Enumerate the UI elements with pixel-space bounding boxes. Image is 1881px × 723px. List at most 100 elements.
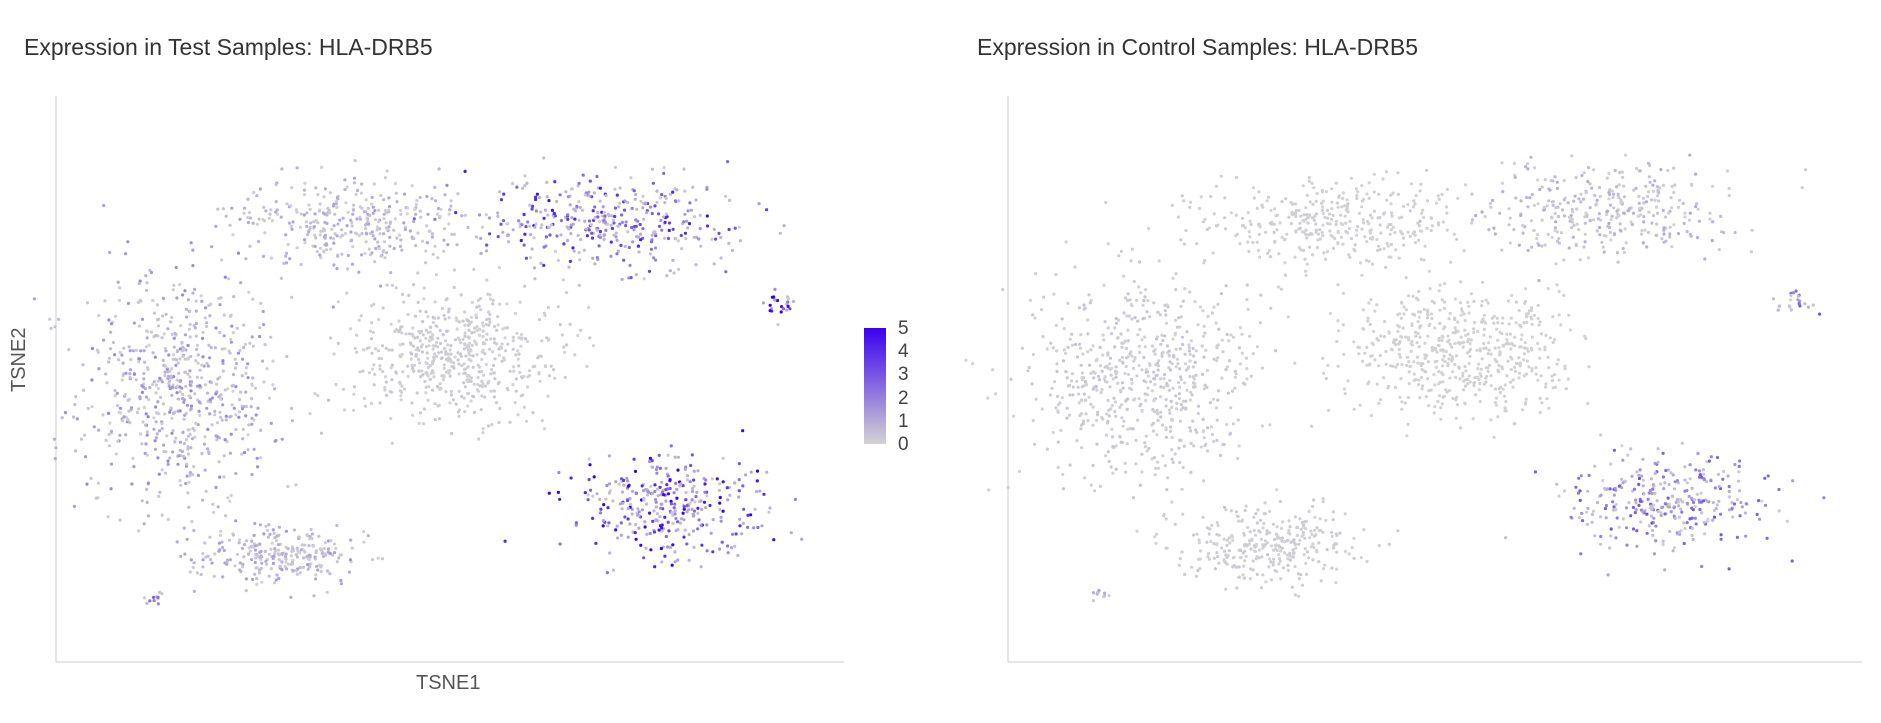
data-point bbox=[1156, 310, 1160, 314]
data-point bbox=[90, 405, 94, 409]
data-point bbox=[721, 480, 725, 484]
data-point bbox=[1089, 402, 1093, 406]
data-point bbox=[1079, 427, 1083, 431]
data-point bbox=[1335, 339, 1339, 344]
data-point bbox=[1178, 385, 1182, 389]
data-point bbox=[573, 217, 577, 221]
data-point bbox=[1233, 386, 1237, 390]
data-point bbox=[1321, 223, 1325, 227]
data-point bbox=[248, 216, 252, 220]
data-point bbox=[1525, 195, 1529, 200]
data-point bbox=[1577, 476, 1581, 480]
data-point bbox=[1690, 486, 1694, 490]
data-point bbox=[1253, 549, 1257, 553]
data-point bbox=[170, 393, 174, 397]
data-point bbox=[394, 191, 398, 195]
data-point bbox=[463, 310, 467, 314]
data-point bbox=[203, 541, 207, 545]
data-point bbox=[1617, 484, 1621, 488]
data-point bbox=[1207, 557, 1211, 561]
data-point bbox=[545, 180, 549, 184]
data-point bbox=[253, 572, 257, 576]
data-point bbox=[378, 227, 382, 231]
data-point bbox=[190, 437, 195, 441]
data-point bbox=[369, 401, 374, 405]
data-point bbox=[1608, 188, 1612, 192]
data-point bbox=[246, 433, 250, 437]
data-point bbox=[314, 573, 318, 577]
data-point bbox=[1167, 349, 1171, 353]
data-point bbox=[1031, 313, 1035, 317]
data-point bbox=[1304, 273, 1308, 277]
data-point bbox=[1212, 305, 1216, 309]
data-point bbox=[1563, 367, 1567, 371]
data-point bbox=[1290, 202, 1294, 206]
data-point bbox=[609, 254, 613, 258]
data-point bbox=[1076, 355, 1080, 359]
data-point bbox=[670, 510, 674, 514]
data-point bbox=[1164, 517, 1168, 521]
data-point bbox=[359, 314, 363, 318]
data-point bbox=[189, 407, 193, 411]
data-point bbox=[1292, 551, 1296, 555]
data-point bbox=[138, 279, 142, 283]
data-point bbox=[1119, 388, 1123, 392]
data-point bbox=[479, 297, 483, 301]
data-point bbox=[1417, 224, 1421, 228]
data-point bbox=[1484, 298, 1488, 302]
data-point bbox=[1553, 220, 1558, 224]
data-point bbox=[246, 197, 250, 201]
data-point bbox=[484, 338, 488, 342]
data-point bbox=[1251, 352, 1255, 356]
data-point bbox=[1119, 403, 1124, 407]
data-point bbox=[370, 558, 375, 562]
data-point bbox=[746, 525, 750, 530]
data-point bbox=[1301, 533, 1305, 537]
data-point bbox=[118, 433, 122, 437]
data-point bbox=[699, 565, 703, 569]
data-point bbox=[1203, 217, 1207, 221]
data-point bbox=[793, 497, 798, 501]
data-point bbox=[448, 208, 452, 212]
data-point bbox=[117, 298, 122, 303]
data-point bbox=[1538, 187, 1542, 192]
data-point bbox=[1152, 397, 1157, 402]
data-point bbox=[622, 208, 627, 212]
data-point bbox=[605, 483, 609, 488]
data-point bbox=[1381, 177, 1385, 181]
data-point bbox=[1260, 424, 1264, 428]
data-point bbox=[196, 423, 200, 427]
data-point bbox=[1179, 238, 1183, 242]
data-point bbox=[1599, 218, 1603, 222]
data-point bbox=[291, 220, 295, 224]
data-point bbox=[479, 308, 483, 312]
data-point bbox=[414, 348, 418, 352]
data-point bbox=[137, 281, 141, 286]
data-point bbox=[233, 366, 237, 370]
data-point bbox=[1415, 341, 1419, 345]
data-point bbox=[1241, 224, 1245, 228]
data-point bbox=[383, 375, 388, 379]
data-point bbox=[1448, 353, 1452, 357]
data-point bbox=[1401, 204, 1406, 208]
data-point bbox=[1290, 585, 1294, 589]
data-point bbox=[314, 236, 318, 240]
data-point bbox=[249, 396, 253, 401]
data-point bbox=[472, 394, 476, 399]
data-point bbox=[157, 412, 161, 416]
data-point bbox=[1277, 557, 1281, 561]
data-point bbox=[1184, 399, 1188, 403]
data-point bbox=[426, 331, 430, 335]
data-point bbox=[1617, 214, 1621, 218]
data-point bbox=[1637, 194, 1641, 199]
data-point bbox=[218, 375, 222, 379]
data-point bbox=[1514, 300, 1518, 304]
data-point bbox=[153, 447, 157, 451]
data-point bbox=[284, 529, 288, 533]
data-point bbox=[679, 521, 683, 525]
data-point bbox=[195, 571, 199, 575]
data-point bbox=[680, 247, 684, 251]
data-point bbox=[1080, 398, 1084, 402]
data-point bbox=[377, 317, 381, 321]
data-point bbox=[1454, 354, 1459, 358]
